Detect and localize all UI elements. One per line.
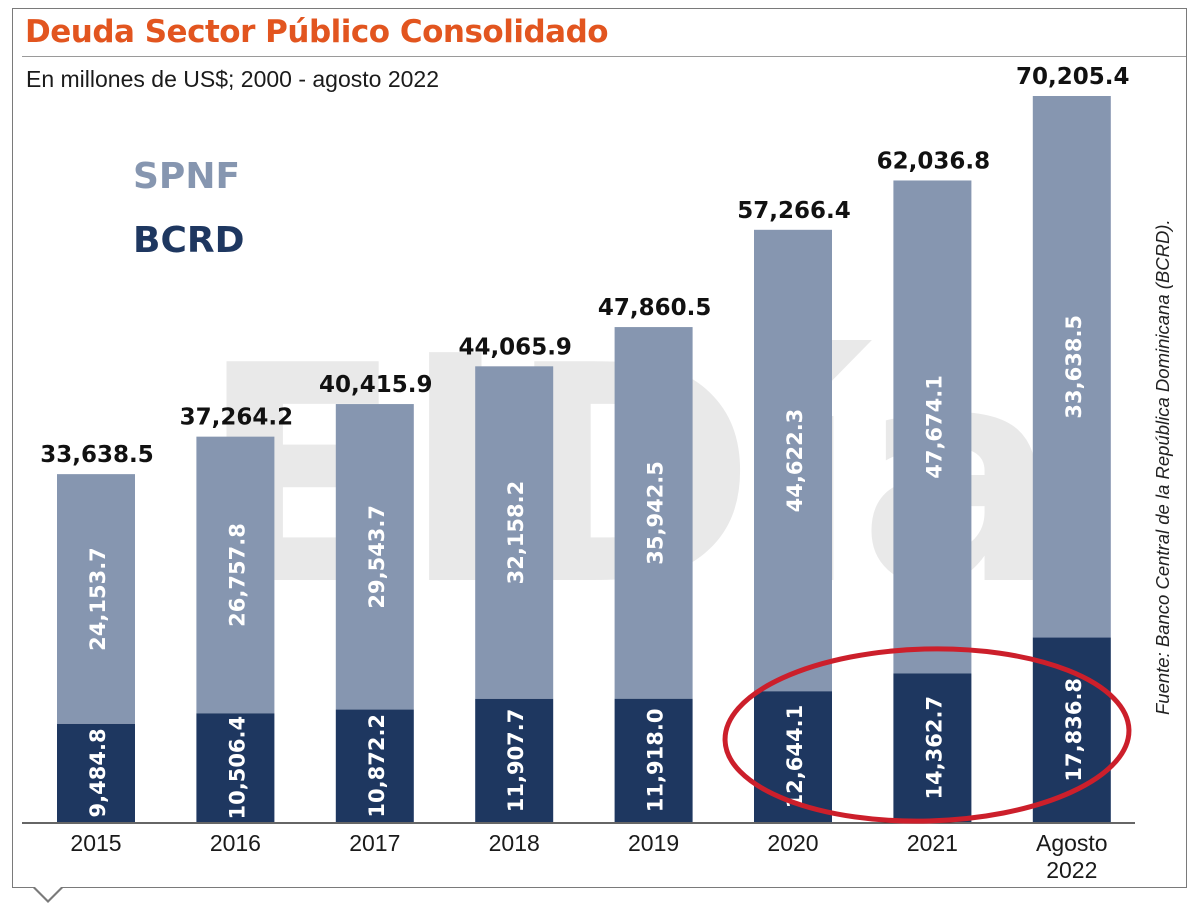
bar-spnf-2016 [196, 436, 275, 714]
data-label-bcrd-2016: 10,506.4 [225, 716, 249, 820]
bar-spnf-2020 [754, 229, 832, 692]
bar-spnf-2017 [335, 404, 414, 710]
x-tick-label-2015: 2015 [70, 830, 121, 856]
legend: SPNF BCRD [133, 156, 244, 261]
data-label-bcrd-2017: 10,872.2 [365, 714, 389, 818]
chart-subtitle: En millones de US$; 2000 - agosto 2022 [26, 66, 439, 92]
total-label-2018: 44,065.9 [458, 334, 572, 360]
bar-bcrd-2017 [335, 709, 414, 822]
total-label-2016: 37,264.2 [180, 405, 294, 431]
bar-group: 24,153.7 9,484.8 33,638.5 26,757.8 10,506.4 3… [40, 64, 1130, 822]
bar-bcrd-2019 [614, 698, 693, 822]
source-note: Fuente: Banco Central de la República Do… [1152, 219, 1173, 715]
data-label-spnf-2021: 47,674.1 [922, 375, 946, 479]
data-label-spnf-agosto-2022: 33,638.5 [1062, 315, 1086, 419]
bar-bcrd-2018 [475, 698, 554, 822]
chart-title: Deuda Sector Público Consolidado [25, 14, 609, 50]
data-label-spnf-2016: 26,757.8 [225, 523, 249, 627]
highlight-layer [722, 646, 1132, 824]
bar-bcrd-2016 [196, 713, 275, 822]
bar-bcrd-2015 [57, 723, 135, 822]
bar-spnf-2015 [57, 474, 135, 724]
data-label-bcrd-agosto-2022: 17,836.8 [1062, 678, 1086, 782]
bar-bcrd-2021 [893, 673, 972, 822]
x-tick-label-agosto-2022-line2: 2022 [1046, 857, 1097, 883]
x-tick-label-2017: 2017 [349, 830, 400, 856]
data-label-bcrd-2018: 11,907.7 [504, 709, 528, 813]
data-label-bcrd-2020: 12,644.1 [783, 705, 807, 809]
total-label-2020: 57,266.4 [737, 198, 851, 224]
x-tick-label-agosto-2022-line1: Agosto [1036, 830, 1108, 856]
total-label-2015: 33,638.5 [40, 442, 154, 468]
total-label-2021: 62,036.8 [877, 148, 991, 174]
data-label-spnf-2018: 32,158.2 [504, 481, 528, 585]
title-divider [22, 56, 1186, 57]
total-label-2017: 40,415.9 [319, 372, 433, 398]
data-label-bcrd-2015: 9,484.8 [86, 728, 110, 817]
data-label-bcrd-2021: 14,362.7 [922, 696, 946, 800]
x-tick-label-2018: 2018 [489, 830, 540, 856]
data-label-spnf-2017: 29,543.7 [365, 505, 389, 609]
x-tick-label-2016: 2016 [210, 830, 261, 856]
bar-spnf-2019 [614, 327, 693, 699]
data-label-spnf-2020: 44,622.3 [783, 409, 807, 513]
total-label-2019: 47,860.5 [598, 295, 712, 321]
x-tick-label-2021: 2021 [907, 830, 958, 856]
legend-item-spnf: SPNF [133, 156, 240, 197]
callout-pointer-fill [35, 887, 61, 900]
highlight-ellipse [722, 646, 1132, 824]
data-label-spnf-2019: 35,942.5 [644, 461, 668, 565]
bar-spnf-2021 [893, 180, 972, 674]
data-label-bcrd-2019: 11,918.0 [644, 709, 668, 813]
data-label-spnf-2015: 24,153.7 [86, 547, 110, 651]
x-tick-label-2019: 2019 [628, 830, 679, 856]
total-label-agosto-2022: 70,205.4 [1016, 64, 1130, 90]
legend-item-bcrd: BCRD [133, 220, 244, 261]
bar-spnf-2018 [475, 366, 554, 699]
x-tick-label-2020: 2020 [767, 830, 818, 856]
bar-spnf-agosto-2022 [1032, 96, 1111, 638]
